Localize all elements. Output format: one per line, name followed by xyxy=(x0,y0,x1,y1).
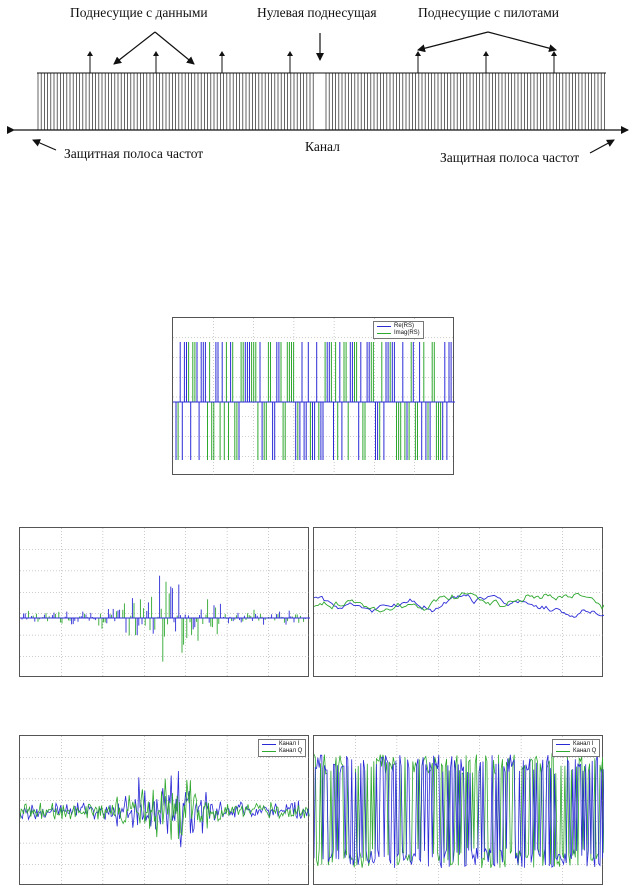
signal-plot-left-graphic xyxy=(20,528,310,678)
data-arrow-right xyxy=(154,31,195,65)
legend-label: Канал I xyxy=(573,741,594,747)
spectrum-graphic xyxy=(7,31,629,154)
iq-plot-right-legend: Канал I Канал Q xyxy=(552,739,601,757)
signal-plot-right xyxy=(313,527,604,678)
iq-trace xyxy=(20,778,310,840)
guard-band-right-label: Защитная полоса частот xyxy=(440,150,580,165)
pilot-arrow-right xyxy=(487,31,557,53)
guard-arrow-left xyxy=(32,139,57,151)
iq-plot-right-graphic xyxy=(314,736,604,886)
legend-entry: Re(RS) xyxy=(377,323,420,330)
pilot-subcarriers-label: Поднесущие с пилотами xyxy=(418,5,560,20)
iq-trace xyxy=(20,770,310,848)
rs-plot-graphic xyxy=(173,318,455,476)
guard-band-left-label: Защитная полоса частот xyxy=(64,146,204,161)
rs-plot: Re(RS) Imag(RS) xyxy=(172,317,455,476)
legend-label: Канал Q xyxy=(573,748,597,754)
iq-plot-left: Канал I Канал Q xyxy=(19,735,310,886)
iq-trace xyxy=(314,754,604,868)
legend-entry: Канал I xyxy=(556,741,596,748)
channel-label: Канал xyxy=(305,139,340,154)
legend-label: Канал Q xyxy=(279,748,303,754)
legend-entry: Imag(RS) xyxy=(377,330,420,337)
signal-trace xyxy=(314,593,604,618)
pilot-arrow-left xyxy=(417,31,489,53)
signal-plot-right-graphic xyxy=(314,528,604,678)
null-subcarrier-label: Нулевая поднесущая xyxy=(257,5,377,20)
legend-entry: Канал Q xyxy=(556,748,596,755)
rs-plot-legend: Re(RS) Imag(RS) xyxy=(373,321,424,339)
legend-label: Imag(RS) xyxy=(394,330,420,336)
legend-entry: Канал I xyxy=(262,741,302,748)
data-arrow-left xyxy=(113,31,156,65)
data-subcarriers-label: Поднесущие с данными xyxy=(70,5,208,20)
iq-plot-left-graphic xyxy=(20,736,310,886)
iq-plot-right: Канал I Канал Q xyxy=(313,735,604,886)
legend-entry: Канал Q xyxy=(262,748,302,755)
signal-plot-left xyxy=(19,527,310,678)
guard-arrow-right xyxy=(589,139,615,154)
signal-trace xyxy=(314,592,604,613)
legend-label: Re(RS) xyxy=(394,323,415,329)
iq-plot-left-legend: Канал I Канал Q xyxy=(258,739,307,757)
legend-label: Канал I xyxy=(279,741,300,747)
